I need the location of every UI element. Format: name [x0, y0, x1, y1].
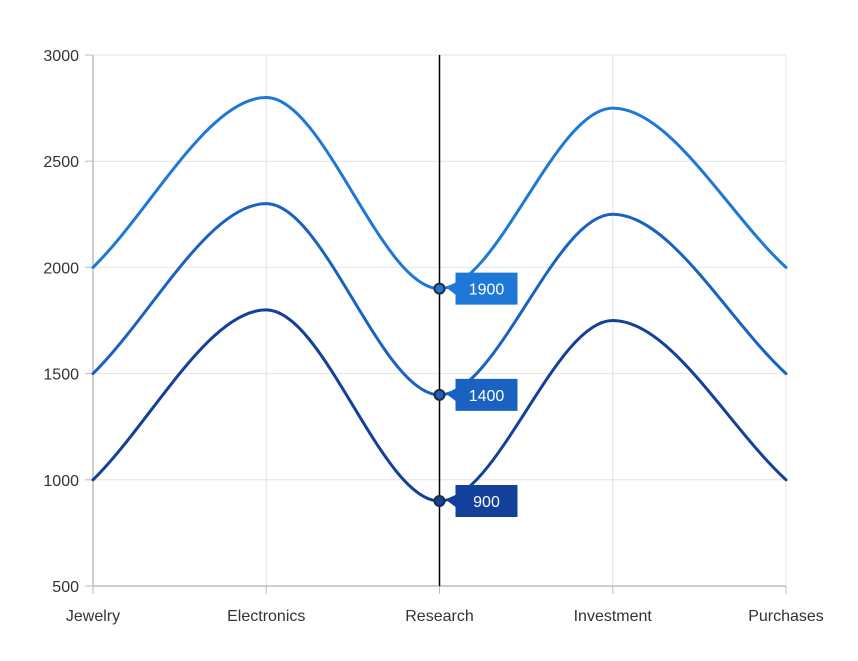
y-tick-label: 3000 [43, 48, 79, 65]
trackball: 1900 1400 900 [433, 55, 518, 586]
axes: 500 1000 1500 2000 2500 3000 Jewelry Electronic… [43, 48, 823, 625]
y-tick-label: 500 [52, 579, 79, 596]
x-tick-label: Investment [574, 608, 653, 625]
y-tick-label: 2000 [43, 260, 79, 277]
trackball-tooltip: 1900 [447, 272, 518, 305]
tooltip-value: 1400 [469, 388, 505, 405]
y-tick-label: 1000 [43, 473, 79, 490]
trackball-marker [433, 388, 446, 401]
trackball-tooltip: 900 [447, 485, 518, 518]
tooltip-box [447, 378, 518, 411]
tooltip-value: 900 [473, 494, 500, 511]
tooltip-box [447, 272, 518, 305]
trackball-marker [433, 282, 446, 295]
x-tick-label: Electronics [227, 608, 305, 625]
x-tick-label: Purchases [748, 608, 824, 625]
tooltip-box [447, 485, 518, 518]
x-tick-label: Jewelry [66, 608, 120, 625]
y-tick-label: 2500 [43, 154, 79, 171]
trackball-marker [433, 495, 446, 508]
tooltip-value: 1900 [469, 282, 505, 299]
trackball-tooltip: 1400 [447, 378, 518, 411]
y-tick-label: 1500 [43, 367, 79, 384]
x-tick-label: Research [405, 608, 473, 625]
